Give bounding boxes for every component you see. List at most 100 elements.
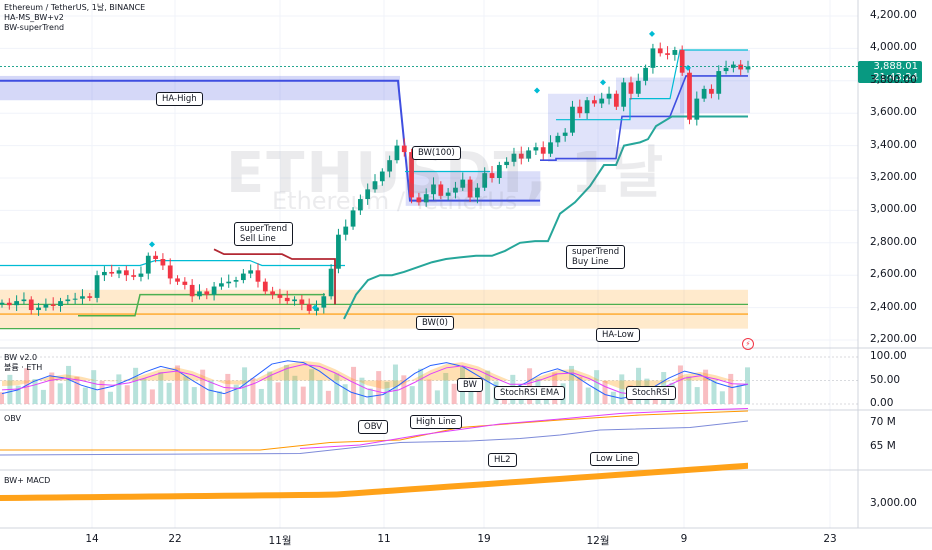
callout-obv: OBV [358, 420, 389, 434]
time-tick-label: 14 [85, 533, 99, 545]
supertrend-buy-line [343, 115, 748, 320]
candle-body [336, 234, 341, 269]
bw-volume-bar [124, 385, 130, 404]
candle-body [723, 67, 729, 72]
bw-volume-bar [225, 373, 231, 404]
symbol-legend[interactable]: Ethereum / TetherUS, 1날, BINANCE [4, 3, 146, 12]
callout-supertrend-buy-line1: superTrend [572, 247, 620, 257]
obv-panel-title[interactable]: OBV [4, 414, 22, 423]
bw-volume-bar [745, 367, 750, 404]
signal-marker [649, 30, 655, 37]
bw-volume-bar [703, 369, 709, 404]
candle-body [621, 82, 627, 107]
candle-body [270, 291, 275, 295]
candle-body [701, 88, 707, 99]
bw-volume-bar [82, 387, 88, 404]
time-tick-label: 12월 [586, 535, 610, 547]
bw-volume-bar [409, 386, 415, 404]
candle-body [255, 270, 261, 282]
candle-body [679, 50, 685, 73]
candle-body [160, 259, 166, 266]
candle-body [167, 265, 173, 279]
bw-volume-bar [208, 380, 214, 404]
bw-volume-bar [250, 378, 256, 404]
stochrsi-ema-line [1, 364, 749, 396]
candle-body [423, 194, 429, 203]
price-tick-label: 3,200.00 [870, 171, 917, 183]
indicator-legend-2[interactable]: BW-superTrend [4, 23, 65, 32]
candle-body [416, 197, 422, 203]
bw-volume-bar [57, 383, 63, 404]
bw-volume-bar [74, 376, 80, 404]
bw-volume-bar [292, 375, 298, 404]
ha-step-line [540, 75, 748, 161]
callout-ha-high: HA-High [156, 92, 203, 106]
bw-volume-bar [216, 391, 222, 404]
price-tick-label: 2,800.00 [870, 235, 917, 248]
bw-volume-bar [32, 379, 38, 404]
candle-body [628, 82, 634, 94]
candle-body [665, 53, 670, 55]
bw-volume-bar [325, 390, 331, 404]
candle-body [365, 189, 371, 200]
price-tick-label: 3,800.00 [870, 73, 917, 86]
bw-volume-bar [568, 365, 574, 404]
upper-band-2 [616, 77, 684, 130]
candle-body [145, 255, 151, 274]
candle-body [687, 72, 692, 120]
price-tick-label: 3,400.00 [870, 138, 917, 151]
obv-line [299, 408, 749, 449]
obv-panel [0, 408, 749, 456]
candle-body [131, 275, 137, 277]
signal-marker [312, 304, 318, 311]
bw-panel-subtitle: 볼륨 · ETH [4, 363, 43, 372]
bw-panel-title[interactable]: BW v2.0 [4, 353, 38, 362]
time-tick-label: 11 [377, 533, 391, 545]
cyan-level-line [0, 260, 345, 267]
candle-body [643, 67, 648, 81]
candle-body [175, 278, 180, 282]
bw-volume-bar [133, 367, 139, 404]
bw-volume-bar [636, 367, 642, 404]
candle-body [438, 184, 444, 196]
bw-volume-bar [577, 376, 583, 404]
candle-body [562, 132, 568, 136]
bw-volume-bar [116, 374, 122, 404]
price-tick-label: 4,200.00 [870, 9, 917, 21]
bw-volume-bar [233, 384, 239, 404]
signal-marker [534, 87, 540, 94]
bw-volume-bar [485, 370, 491, 404]
bw-volume-bar [711, 380, 717, 404]
lightning-icon[interactable]: ⚡ [742, 338, 754, 350]
price-tick-label: 2,400.00 [870, 300, 917, 313]
candle-body [694, 98, 700, 120]
candle-body [219, 283, 224, 287]
candle-body [36, 307, 41, 311]
candle-body [592, 100, 597, 104]
candle-body [606, 93, 612, 99]
candle-body [233, 280, 239, 282]
price-tick-label: 4,000.00 [870, 41, 917, 54]
bw-volume-bar [317, 380, 323, 404]
candle-body [94, 275, 100, 298]
bw-volume-bar [619, 374, 625, 404]
bar-countdown: 21:43:24 [873, 72, 918, 83]
candle-body [14, 301, 20, 306]
candle-body [635, 80, 641, 94]
bw-volume-bar [40, 389, 46, 404]
candle-body [248, 270, 254, 274]
candle-body [475, 187, 480, 198]
indicator-legend-1[interactable]: HA-MS_BW+v2 [4, 13, 64, 22]
candle-body [58, 301, 63, 306]
macd-panel-title[interactable]: BW+ MACD [4, 476, 51, 485]
upper-band-1 [548, 93, 616, 162]
candle-body [533, 147, 539, 151]
bw-volume-bar [0, 392, 4, 404]
candle-body [116, 270, 122, 274]
candle-body [240, 273, 246, 281]
cyan-level-line [556, 49, 748, 121]
candle-body [211, 286, 217, 295]
macd-panel [0, 462, 748, 501]
price-tick-label: 2,600.00 [870, 268, 917, 281]
